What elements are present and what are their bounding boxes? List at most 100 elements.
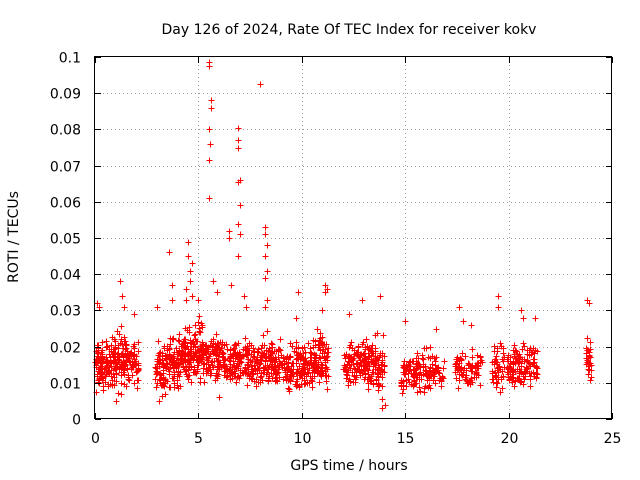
x-tick-label: 10 bbox=[294, 431, 312, 447]
data-point bbox=[208, 105, 215, 112]
data-point bbox=[94, 300, 101, 307]
data-point bbox=[367, 347, 374, 354]
data-point bbox=[586, 363, 593, 370]
data-point bbox=[220, 350, 227, 357]
x-tick-label: 25 bbox=[604, 431, 622, 447]
data-point bbox=[183, 297, 190, 304]
data-point bbox=[248, 351, 255, 358]
data-point bbox=[258, 370, 265, 377]
data-point bbox=[289, 371, 296, 378]
data-point bbox=[348, 339, 355, 346]
data-point bbox=[286, 354, 293, 361]
data-point bbox=[416, 384, 423, 391]
data-point bbox=[402, 318, 409, 325]
data-point bbox=[248, 375, 255, 382]
data-point bbox=[417, 388, 424, 395]
data-point bbox=[167, 384, 174, 391]
data-point bbox=[527, 361, 534, 368]
data-point bbox=[489, 368, 496, 375]
data-point bbox=[301, 381, 308, 388]
data-point bbox=[475, 363, 482, 370]
data-point bbox=[235, 145, 242, 152]
data-point bbox=[207, 372, 214, 379]
x-tick-label: 0 bbox=[91, 431, 100, 447]
data-point bbox=[245, 356, 252, 363]
data-point bbox=[296, 384, 303, 391]
data-point bbox=[230, 346, 237, 353]
data-point bbox=[491, 343, 498, 350]
data-point bbox=[253, 383, 260, 390]
data-point bbox=[113, 371, 120, 378]
data-point bbox=[210, 278, 217, 285]
data-point bbox=[272, 378, 279, 385]
data-point bbox=[180, 363, 187, 370]
data-point bbox=[505, 352, 512, 359]
data-point bbox=[117, 278, 124, 285]
data-point bbox=[182, 345, 189, 352]
y-tick-label: 0.08 bbox=[50, 123, 81, 139]
data-point bbox=[521, 358, 528, 365]
data-point bbox=[438, 383, 445, 390]
data-point bbox=[345, 367, 352, 374]
data-point bbox=[251, 362, 258, 369]
data-point bbox=[316, 379, 323, 386]
data-point bbox=[152, 364, 159, 371]
data-point bbox=[94, 373, 101, 380]
data-point bbox=[413, 370, 420, 377]
data-point bbox=[176, 347, 183, 354]
data-point bbox=[359, 297, 366, 304]
data-point bbox=[113, 360, 120, 367]
data-point bbox=[400, 378, 407, 385]
data-point bbox=[103, 354, 110, 361]
data-point bbox=[379, 396, 386, 403]
data-point bbox=[498, 374, 505, 381]
data-point bbox=[368, 350, 375, 357]
data-point bbox=[346, 344, 353, 351]
data-point bbox=[173, 364, 180, 371]
data-point bbox=[131, 380, 138, 387]
data-point bbox=[273, 356, 280, 363]
data-point bbox=[375, 387, 382, 394]
data-point bbox=[196, 328, 203, 335]
data-point bbox=[273, 377, 280, 384]
data-point bbox=[469, 346, 476, 353]
data-point bbox=[469, 362, 476, 369]
data-point bbox=[320, 346, 327, 353]
data-point bbox=[520, 381, 527, 388]
data-point bbox=[489, 376, 496, 383]
data-point bbox=[192, 322, 199, 329]
data-point bbox=[214, 289, 221, 296]
data-point bbox=[377, 293, 384, 300]
data-point bbox=[213, 331, 220, 338]
data-point bbox=[463, 372, 470, 379]
data-point bbox=[211, 358, 218, 365]
data-point bbox=[295, 289, 302, 296]
data-point bbox=[99, 339, 106, 346]
data-point bbox=[188, 379, 195, 386]
data-point bbox=[319, 307, 326, 314]
data-point bbox=[194, 366, 201, 373]
data-point bbox=[107, 358, 114, 365]
data-point bbox=[125, 374, 132, 381]
data-point bbox=[214, 375, 221, 382]
data-point bbox=[176, 331, 183, 338]
data-point bbox=[185, 239, 192, 246]
data-point bbox=[305, 340, 312, 347]
data-point bbox=[124, 366, 131, 373]
data-point bbox=[187, 268, 194, 275]
data-point bbox=[357, 357, 364, 364]
data-point bbox=[129, 359, 136, 366]
data-point bbox=[193, 352, 200, 359]
data-point bbox=[507, 365, 514, 372]
data-point bbox=[131, 311, 138, 318]
data-point bbox=[111, 382, 118, 389]
data-point bbox=[123, 342, 130, 349]
data-point bbox=[254, 348, 261, 355]
data-point bbox=[165, 366, 172, 373]
data-point bbox=[180, 357, 187, 364]
data-point bbox=[156, 350, 163, 357]
data-point bbox=[240, 353, 247, 360]
data-point bbox=[532, 315, 539, 322]
data-point bbox=[400, 369, 407, 376]
data-point bbox=[475, 372, 482, 379]
